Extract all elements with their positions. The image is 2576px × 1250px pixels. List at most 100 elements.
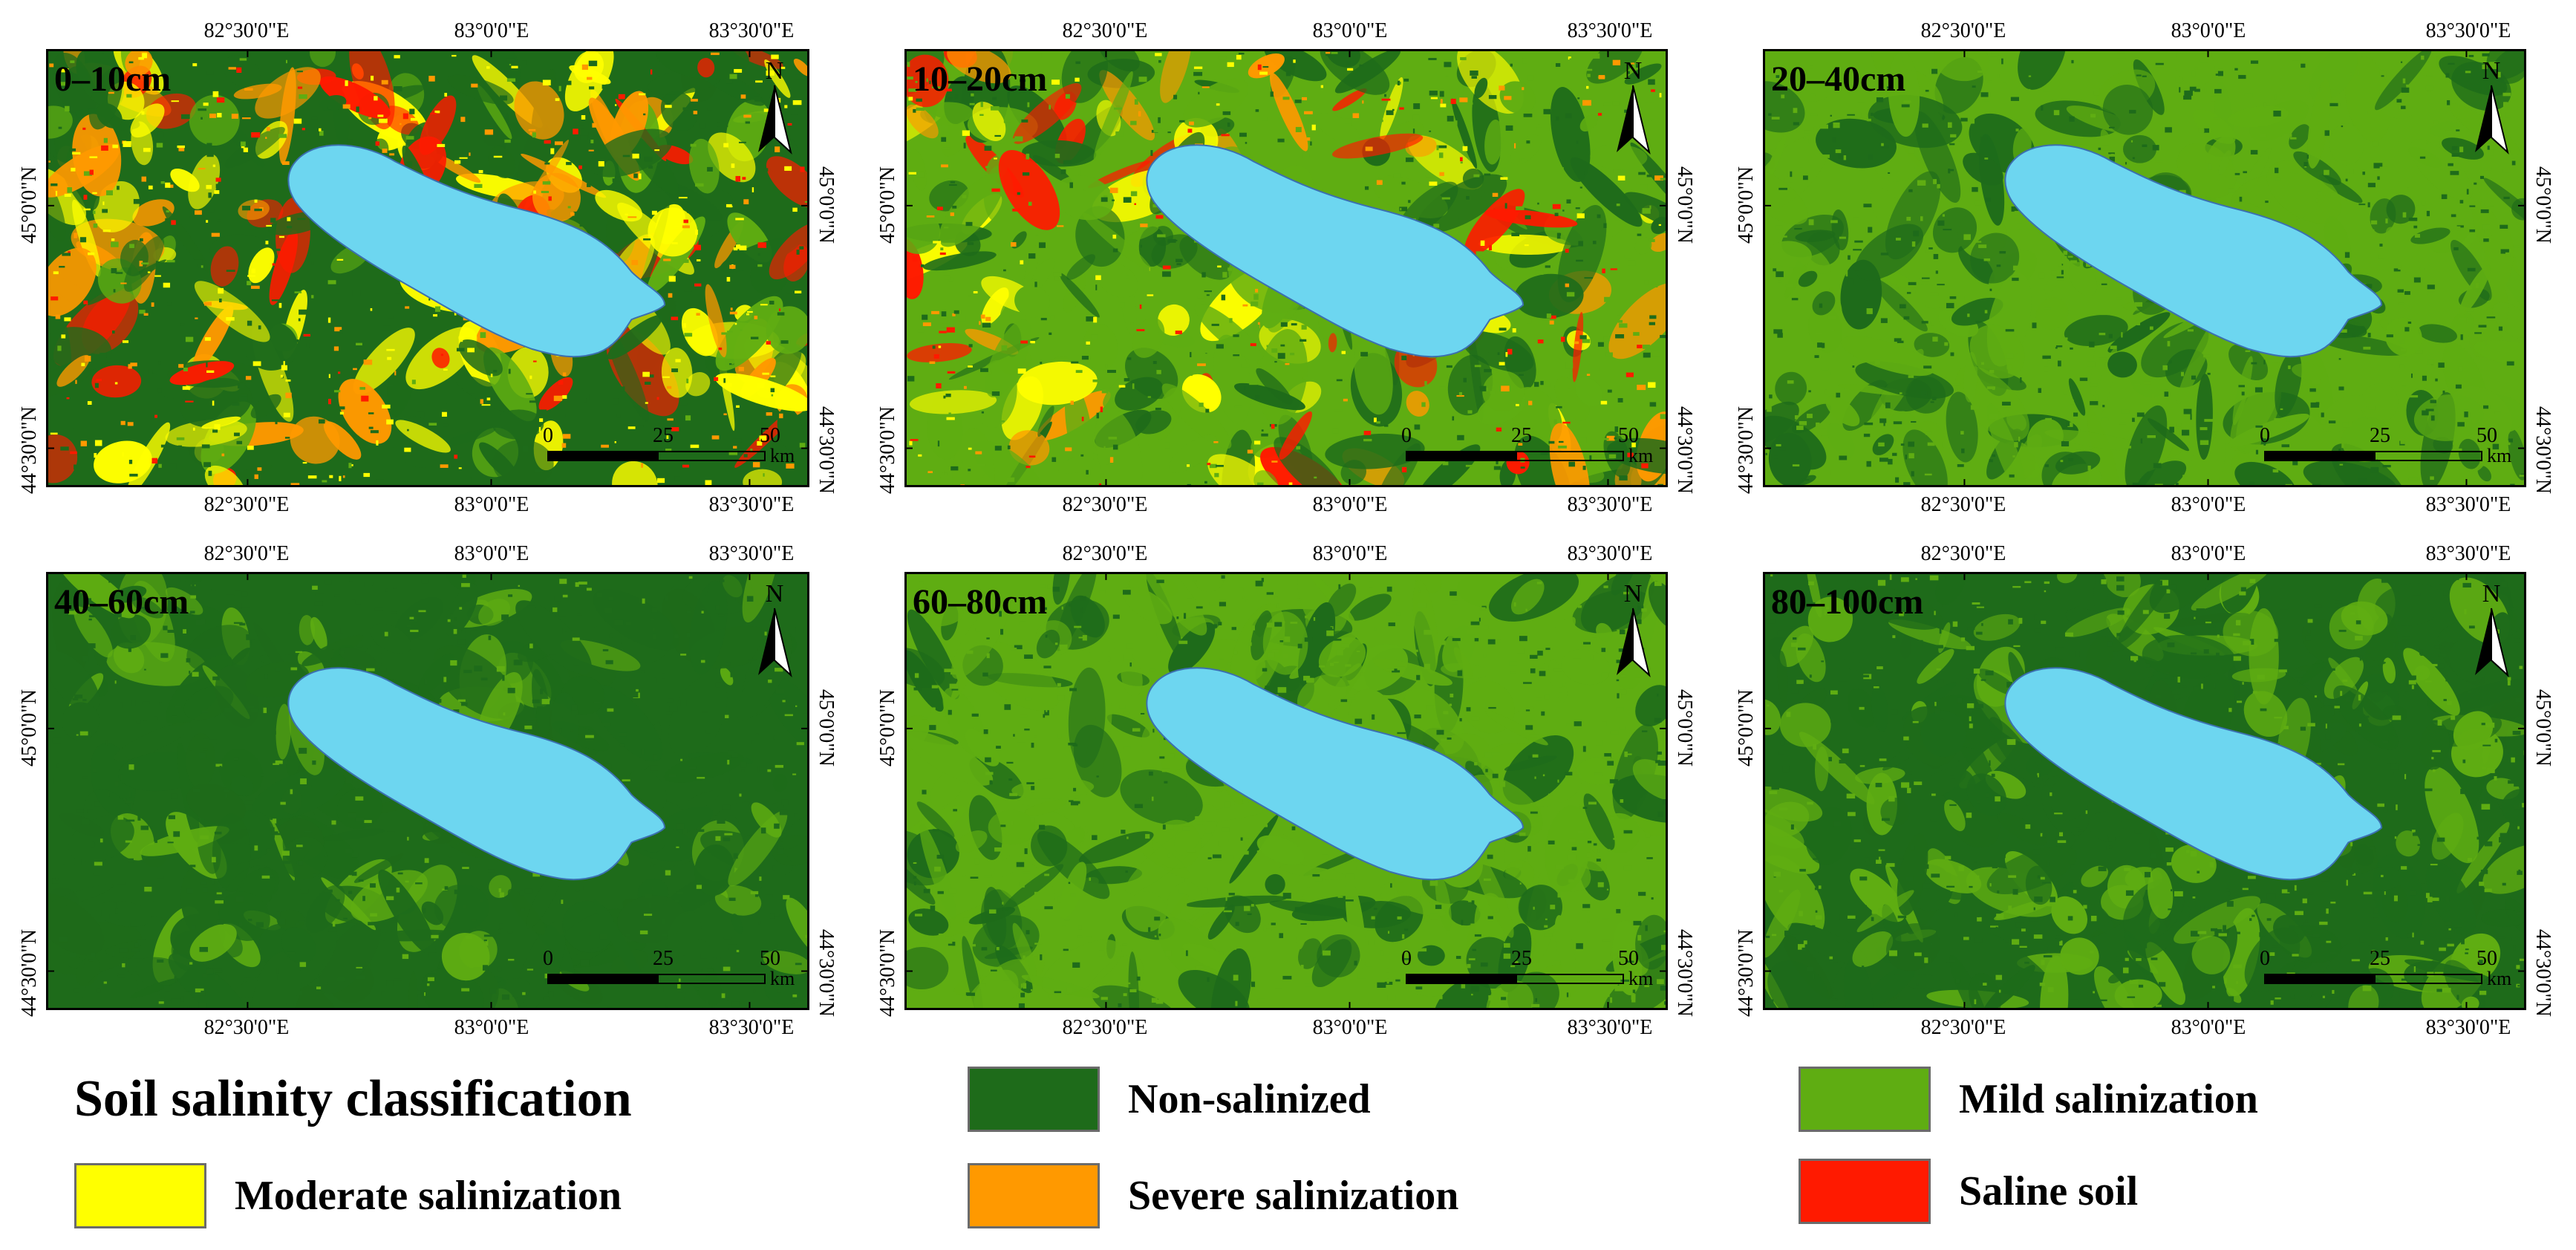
scale-bar: 0 25 50 km — [1401, 424, 1658, 475]
longitude-label: 83°30'0"E — [1567, 1016, 1653, 1039]
latitude-label: 45°0'0"N — [875, 689, 899, 766]
longitude-label: 83°30'0"E — [708, 1016, 795, 1039]
latitude-label: 44°30'0"N — [1734, 929, 1758, 1017]
scale-bar: 0 25 50 km — [2260, 947, 2517, 997]
legend-swatch-saline — [1799, 1159, 1931, 1224]
scale-bar: 0 25 50 km — [2260, 424, 2517, 475]
salinity-raster — [1765, 51, 2524, 485]
longitude-label: 83°0'0"E — [1312, 1016, 1388, 1039]
scale-bar: 0 25 50 km — [543, 947, 800, 997]
map-panel-5: 60–80cm N 0 25 50 km — [904, 572, 1668, 1010]
map-panel-2: 10–20cm N 0 25 50 km — [904, 49, 1668, 487]
latitude-label: 45°0'0"N — [1734, 166, 1758, 244]
latitude-label: 45°0'0"N — [2531, 166, 2554, 244]
scale-bar: 0 25 50 km — [543, 424, 800, 475]
scale-unit: km — [770, 968, 795, 989]
north-label: N — [2482, 580, 2501, 608]
latitude-label: 44°30'0"N — [875, 406, 899, 494]
longitude-label: 83°30'0"E — [1567, 493, 1653, 516]
panel-title: 10–20cm — [913, 59, 1048, 99]
longitude-label: 83°30'0"E — [1567, 542, 1653, 565]
scale-label: 0 — [1401, 424, 1412, 447]
north-label: N — [1623, 580, 1643, 608]
longitude-label: 83°30'0"E — [1567, 19, 1653, 42]
lake — [1146, 667, 1525, 881]
longitude-label: 82°30'0"E — [1062, 542, 1148, 565]
lake — [287, 144, 666, 358]
longitude-label: 82°30'0"E — [203, 19, 290, 42]
legend-label-severe: Severe salinization — [1128, 1173, 1459, 1219]
latitude-label: 45°0'0"N — [814, 166, 838, 244]
scale-unit: km — [1628, 968, 1654, 989]
legend-item-moderate: Moderate salinization — [74, 1163, 622, 1228]
north-arrow-icon: N — [752, 579, 797, 683]
lake — [287, 667, 666, 881]
north-label: N — [765, 580, 784, 608]
longitude-label: 83°30'0"E — [2425, 1016, 2511, 1039]
legend-label-mild: Mild salinization — [1959, 1076, 2258, 1122]
north-arrow-icon: N — [2469, 579, 2514, 683]
salinity-raster — [907, 51, 1666, 485]
north-arrow-icon: N — [1611, 579, 1655, 683]
longitude-label: 83°30'0"E — [708, 542, 795, 565]
latitude-label: 44°30'0"N — [875, 929, 899, 1017]
lake — [1146, 144, 1525, 358]
salinity-raster — [48, 574, 807, 1008]
longitude-label: 83°0'0"E — [454, 542, 529, 565]
north-label: N — [2482, 57, 2501, 85]
scale-label: 50 — [760, 947, 780, 970]
north-arrow-icon: N — [752, 56, 797, 160]
longitude-label: 82°30'0"E — [1062, 493, 1148, 516]
map-panel-1: 0–10cm N 0 25 50 km — [46, 49, 809, 487]
map-panel-3: 20–40cm N 0 25 50 km — [1763, 49, 2526, 487]
legend-label-non-salinized: Non-salinized — [1128, 1076, 1371, 1122]
map-panel-6: 80–100cm N 0 25 50 km — [1763, 572, 2526, 1010]
longitude-label: 83°0'0"E — [1312, 493, 1388, 516]
longitude-label: 82°30'0"E — [203, 493, 290, 516]
scale-label: 25 — [2370, 424, 2390, 447]
scale-label: 25 — [653, 424, 674, 447]
latitude-label: 44°30'0"N — [1672, 929, 1696, 1017]
longitude-label: 83°0'0"E — [454, 493, 529, 516]
scale-unit: km — [770, 445, 795, 466]
legend-item-mild: Mild salinization — [1799, 1067, 2258, 1132]
north-arrow-icon: N — [2469, 56, 2514, 160]
longitude-label: 82°30'0"E — [1062, 19, 1148, 42]
salinity-raster — [907, 574, 1666, 1008]
legend-swatch-moderate — [74, 1163, 206, 1228]
longitude-label: 83°30'0"E — [2425, 493, 2511, 516]
latitude-label: 45°0'0"N — [17, 166, 41, 244]
longitude-label: 83°0'0"E — [454, 19, 529, 42]
scale-label: 25 — [653, 947, 674, 970]
longitude-label: 82°30'0"E — [203, 1016, 290, 1039]
longitude-label: 82°30'0"E — [1920, 542, 2006, 565]
scale-unit: km — [2487, 445, 2512, 466]
north-label: N — [765, 57, 784, 85]
legend-label-saline: Saline soil — [1959, 1168, 2139, 1214]
salinity-raster — [1765, 574, 2524, 1008]
scale-label: 50 — [760, 424, 780, 447]
scale-label: 50 — [1618, 424, 1639, 447]
longitude-label: 83°30'0"E — [2425, 542, 2511, 565]
latitude-label: 45°0'0"N — [17, 689, 41, 766]
longitude-label: 83°30'0"E — [2425, 19, 2511, 42]
scale-label: 0 — [1401, 947, 1412, 970]
latitude-label: 44°30'0"N — [2531, 406, 2554, 494]
north-label: N — [1623, 57, 1643, 85]
legend-item-saline: Saline soil — [1799, 1159, 2138, 1224]
panel-title: 80–100cm — [1771, 582, 1924, 622]
panel-title: 0–10cm — [54, 59, 172, 99]
lake — [2004, 144, 2383, 358]
latitude-label: 45°0'0"N — [814, 689, 838, 766]
latitude-label: 45°0'0"N — [875, 166, 899, 244]
latitude-label: 44°30'0"N — [2531, 929, 2554, 1017]
latitude-label: 44°30'0"N — [1672, 406, 1696, 494]
scale-bar: 0 25 50 km — [1401, 947, 1658, 997]
latitude-label: 44°30'0"N — [814, 406, 838, 494]
longitude-label: 82°30'0"E — [203, 542, 290, 565]
legend-item-severe: Severe salinization — [968, 1163, 1458, 1228]
longitude-label: 82°30'0"E — [1920, 493, 2006, 516]
latitude-label: 44°30'0"N — [17, 929, 41, 1017]
longitude-label: 82°30'0"E — [1062, 1016, 1148, 1039]
legend-swatch-non-salinized — [968, 1067, 1100, 1132]
